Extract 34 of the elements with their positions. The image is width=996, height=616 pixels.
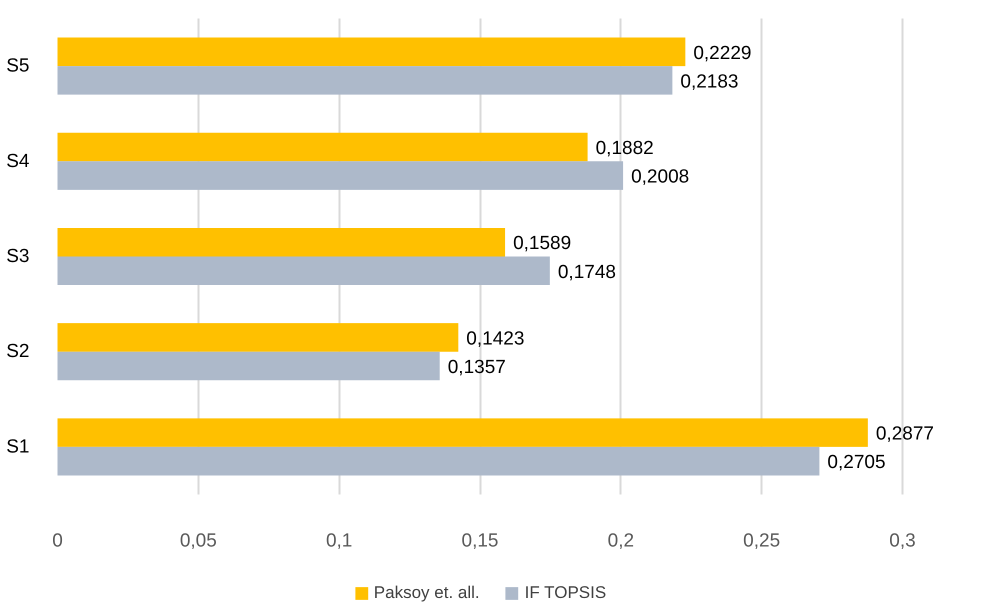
legend-label: Paksoy et. all. (374, 583, 480, 603)
bar (58, 66, 672, 95)
x-tick-label: 0,05 (180, 530, 217, 552)
x-tick-label: 0,1 (326, 530, 352, 552)
data-label: 0,2008 (631, 166, 690, 188)
x-tick-label: 0 (52, 530, 63, 552)
x-tick-label: 0,15 (462, 530, 498, 552)
data-label: 0,2229 (693, 42, 752, 64)
data-label: 0,1589 (513, 233, 572, 254)
bar (58, 256, 550, 286)
x-tick-label: 0,2 (608, 530, 634, 552)
y-tick-label: S3 (6, 246, 30, 267)
bar (58, 418, 868, 447)
bar (58, 323, 458, 352)
bar (58, 132, 588, 162)
bar (58, 446, 820, 476)
data-label: 0,1357 (448, 356, 506, 378)
data-label: 0,2877 (876, 424, 934, 445)
bar (58, 352, 440, 380)
legend-label: IF TOPSIS (524, 583, 606, 603)
bar (58, 161, 624, 190)
y-tick-label: S1 (6, 436, 30, 458)
data-label: 0,1882 (596, 138, 654, 160)
data-label: 0,1748 (558, 262, 616, 283)
y-tick-label: S4 (6, 150, 30, 172)
data-label: 0,1423 (466, 328, 524, 350)
bar (58, 228, 506, 256)
data-label: 0,2705 (827, 452, 886, 474)
x-tick-label: 0,3 (889, 530, 916, 552)
x-tick-label: 0,25 (743, 530, 780, 552)
bar (58, 38, 686, 66)
y-tick-label: S2 (6, 341, 30, 362)
data-label: 0,2183 (680, 71, 739, 92)
y-tick-label: S5 (6, 56, 30, 77)
